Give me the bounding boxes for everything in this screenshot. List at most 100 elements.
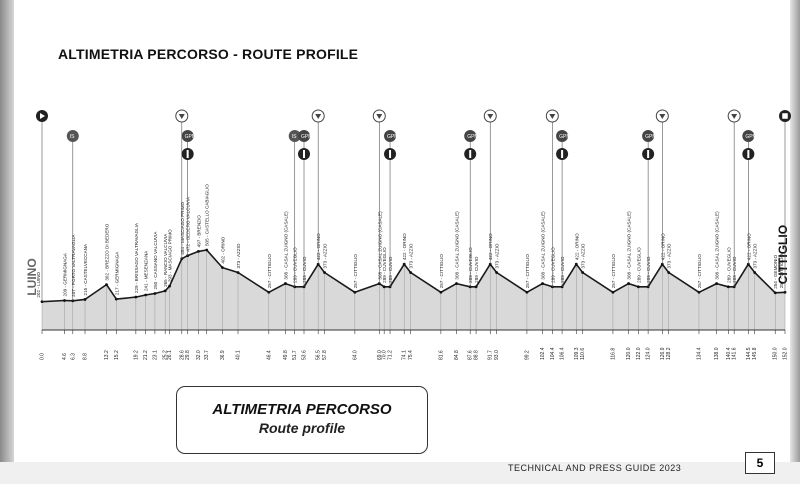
location-label: 422 - ORINO [402,233,407,260]
location-label: 402 - ORINO [220,236,225,263]
location-label: 293 - MASCIAGO PRIMO [168,229,173,282]
km-tick-label: 13.2 [104,350,110,360]
location-label: 289 - CUVEGLIO [382,247,387,283]
kom-icon-secondary-bar [647,150,650,158]
profile-point [574,262,578,266]
km-tick-label: 69.0 [377,350,383,360]
location-label: 505 - CASTELLO CABIAGLIO [205,184,210,246]
km-tick-label: 126.9 [660,347,666,360]
profile-point [474,285,478,289]
profile-point [382,285,386,289]
page-title: ALTIMETRIA PERCORSO - ROUTE PROFILE [58,46,359,62]
km-tick-label: 150.0 [773,347,779,360]
start-town-label: LUINO [25,258,39,295]
km-tick-label: 40.1 [236,350,242,360]
location-label: 257 - CITTIGLIO [525,254,530,289]
km-tick-label: 99.2 [524,350,530,360]
profile-point [114,297,118,301]
location-label: 289 - CUVIO [302,256,307,283]
feed-zone-icon-glyph [731,114,738,119]
kom-icon-text: GPM [645,134,656,140]
footer-guide-text: TECHNICAL AND PRESS GUIDE 2023 [508,463,682,473]
km-tick-label: 36.9 [220,350,226,360]
location-label: 289 - CUVEGLIO [293,247,298,283]
profile-point [627,282,630,285]
kom-icon-text: GPM [559,134,570,140]
km-tick-label: 70.0 [382,350,388,360]
km-tick-label: 57.8 [322,350,328,360]
caption-line-1: ALTIMETRIA PERCORSO [212,401,392,418]
location-label: 373 - AZZIO [581,243,586,268]
km-tick-label: 15.2 [114,350,120,360]
finish-icon-flag [781,112,789,120]
kom-icon-text: GPM [387,134,398,140]
profile-point [168,284,171,288]
page-left-edge [0,0,14,484]
profile-point [284,282,287,285]
kom-icon [181,130,194,142]
location-label: 497 - BRENZIO [196,215,201,248]
km-tick-label: 110.6 [580,348,586,360]
profile-point [636,285,640,289]
location-label: 472 - BEDERO VALCUVIA [186,196,191,252]
profile-point [753,271,757,274]
km-tick-label: 74.1 [402,350,408,360]
km-tick-label: 71.2 [388,350,394,360]
km-tick-label: 120.0 [626,347,632,360]
kom-icon [642,130,655,142]
profile-point [236,271,240,274]
location-label: 373 - AZZIO [323,243,328,268]
kom-icon [742,130,755,142]
location-label: 217 - GERMIGNAGA [114,251,119,295]
page-bottom-strip [0,462,800,484]
km-tick-label: 140.4 [726,347,732,360]
km-tick-label: 33.7 [204,350,210,360]
km-tick-label: 56.5 [316,350,322,360]
location-label: 289 - CUVEGLIO [468,247,473,283]
location-label: 308 - CASAL ZUIGNO (CASALE) [541,211,546,280]
kom-icon [556,130,569,142]
intermediate-sprint-icon [288,130,301,142]
km-tick-label: 8.8 [83,353,89,360]
feed-zone-icon-glyph [376,114,383,119]
km-tick-label: 122.0 [636,347,642,360]
profile-point [581,271,585,274]
kom-icon-secondary-bar [747,150,750,158]
profile-point [697,290,701,294]
page-number: 5 [745,452,775,474]
location-label: 215 - CASTELVECCANA [83,243,88,295]
location-label: 254 - GEMONIO [773,254,778,288]
km-tick-label: 116.8 [610,348,616,360]
location-label: 289 - CUVEGLIO [726,247,731,283]
feed-zone-icon-glyph [659,114,666,119]
kom-icon [298,130,311,142]
km-tick-label: 106.4 [560,347,566,360]
km-tick-label: 91.7 [488,350,494,360]
profile-point [353,290,357,294]
kom-icon-text: GPM [745,134,756,140]
kom-icon-secondary-bar [186,150,189,158]
location-label: 422 - ORINO [574,233,579,260]
location-label: 373 - AZZIO [409,243,414,268]
route-profile-caption-box: ALTIMETRIA PERCORSO Route profile [176,386,428,454]
km-tick-label: 21.2 [143,350,149,360]
km-tick-label: 102.4 [540,347,546,360]
location-label: 289 - CUVEGLIO [550,247,555,283]
km-tick-label: 109.3 [574,347,580,360]
km-tick-label: 104.4 [550,347,556,360]
feed-zone-icon-glyph [487,114,494,119]
km-tick-label: 93.0 [494,350,500,360]
km-tick-label: 32.0 [196,350,202,360]
profile-point [323,271,326,274]
profile-point [163,289,167,293]
kom-icon-text: GPM [467,134,478,140]
profile-point [197,249,200,253]
profile-point [525,290,529,294]
km-tick-label: 49.8 [283,350,289,360]
location-label: 308 - CASAL ZUIGNO (CASALE) [627,211,632,280]
location-label: 250 - CASSANO VALCUVIA [153,231,158,290]
profile-point [715,282,718,285]
km-tick-label: 28.6 [179,350,185,360]
km-tick-label: 81.6 [438,350,444,360]
